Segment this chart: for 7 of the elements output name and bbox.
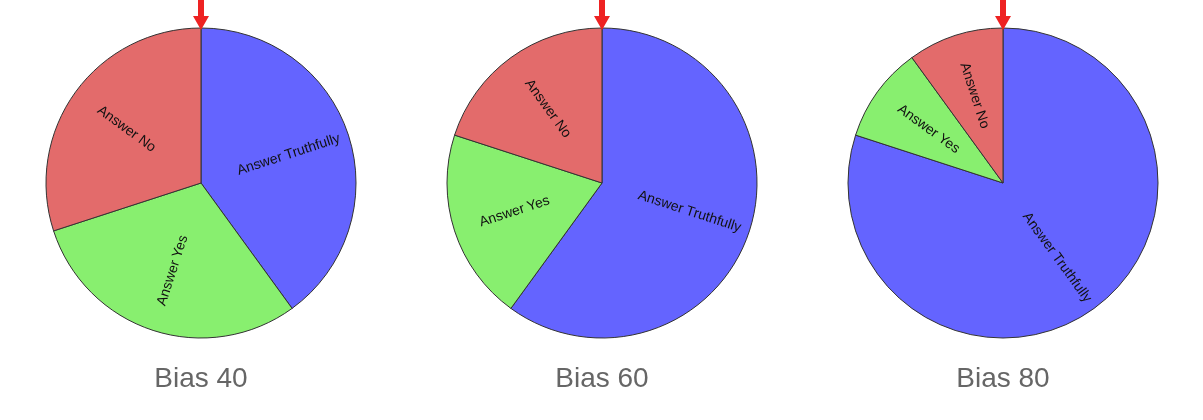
slice-label: Answer No (956, 60, 994, 131)
text: Bias 80 (955, 362, 1050, 393)
slice-label: Answer Yes (152, 232, 191, 308)
text: Bias 60 (554, 362, 649, 393)
pie-slice (847, 27, 1158, 339)
slice-label: Answer Yes (476, 191, 551, 230)
text: Bias 40 (153, 362, 248, 393)
